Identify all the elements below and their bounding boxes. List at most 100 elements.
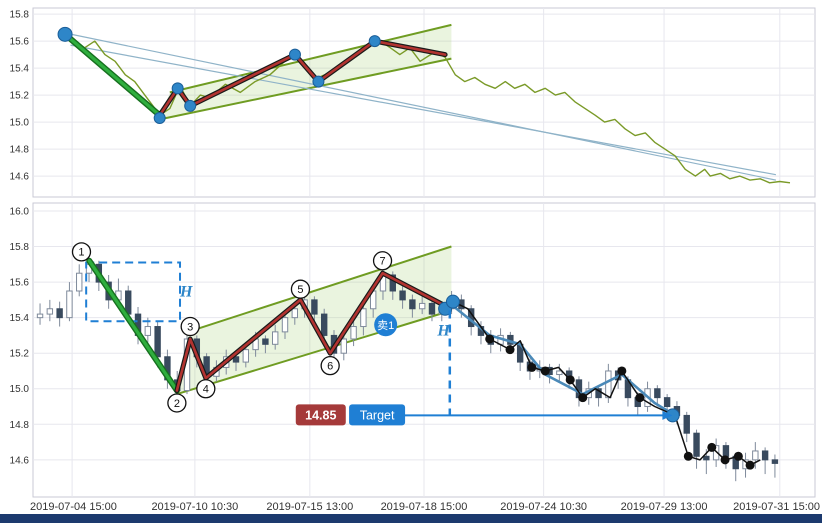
candle-body — [761, 450, 769, 461]
wave-number-7: 7 — [372, 251, 393, 271]
candle-body — [350, 326, 357, 340]
y-axis-tick-label: 15.4 — [10, 64, 30, 75]
y-axis-tick-label: 15.6 — [10, 278, 30, 289]
y-axis-tick-label: 14.8 — [10, 420, 30, 431]
candle-body — [262, 338, 269, 345]
candle-body — [320, 313, 328, 336]
target-label: Target — [349, 404, 406, 426]
pivot-dot — [368, 35, 381, 48]
wave-number-text: 3 — [187, 321, 193, 333]
candle-body — [663, 397, 671, 408]
wave-zigzag — [175, 271, 449, 392]
candle-body — [36, 313, 44, 319]
decline-pivot-dot — [578, 393, 588, 403]
decline-pivot-dot — [540, 366, 550, 376]
target-text: Target — [360, 408, 395, 422]
decline-pivot-dot — [733, 451, 743, 461]
y-axis-tick-label: 16.0 — [10, 206, 30, 217]
y-axis-tick-label: 14.8 — [10, 145, 30, 156]
y-axis-tick-label: 15.2 — [10, 91, 30, 102]
candle-body — [428, 302, 436, 315]
pivot-dot — [57, 26, 73, 42]
y-axis-tick-label: 15.8 — [10, 10, 30, 21]
candle-body — [340, 338, 347, 354]
pivot-dot — [184, 99, 197, 112]
decline-black-line — [449, 299, 761, 466]
pivot-dot — [171, 82, 184, 95]
target-price-box — [295, 404, 346, 426]
wave-number-circle — [167, 393, 187, 413]
candle-body — [418, 302, 426, 310]
y-axis-tick-label: 14.6 — [10, 172, 30, 183]
decline-pivot-dot — [505, 345, 515, 355]
wave-number-5: 5 — [290, 279, 311, 299]
channel-fill — [159, 24, 452, 120]
decline-blue-line — [448, 302, 676, 417]
candle-body — [272, 331, 279, 345]
x-axis-tick-label: 2019-07-18 15:00 — [381, 501, 468, 513]
decline-pivot-dot — [485, 334, 495, 344]
candle-body — [144, 326, 152, 336]
candle-body — [771, 459, 779, 464]
channel-upper-line — [169, 23, 452, 94]
candle-body — [56, 308, 63, 319]
decline-pivot-dot — [707, 442, 717, 452]
downtrend-line — [87, 259, 179, 393]
y-axis-tick-label: 15.8 — [10, 242, 30, 253]
decline-pivot-dot — [745, 460, 755, 470]
wave-number-text: 7 — [379, 256, 385, 268]
wave-number-circle — [180, 316, 200, 337]
wave-number-circle — [372, 251, 393, 271]
channel-lower-line — [176, 309, 452, 396]
y-axis-tick-label: 15.0 — [10, 384, 30, 395]
target-price-text: 14.85 — [305, 408, 336, 422]
sell-signal-badge[interactable]: 卖1 — [374, 313, 398, 337]
channel-upper-line — [187, 245, 452, 333]
candle-body — [242, 349, 250, 363]
target-box — [349, 404, 406, 426]
x-axis-tick-label: 2019-07-24 10:30 — [500, 501, 587, 513]
y-axis-tick-label: 14.6 — [10, 455, 30, 466]
decline-pivot-dot — [617, 366, 627, 376]
x-axis-tick-label: 2019-07-04 15:00 — [30, 501, 117, 513]
wave-number-text: 4 — [203, 384, 209, 396]
y-axis-tick-label: 15.4 — [10, 313, 30, 324]
wave-number-circle — [71, 242, 92, 262]
candle-body — [722, 445, 730, 457]
wave-number-3: 3 — [180, 316, 200, 337]
height-marker-label: H — [436, 322, 450, 339]
candle-body — [154, 326, 161, 358]
candle-body — [654, 388, 661, 399]
candle-body — [693, 432, 700, 457]
target-price-label: 14.85 — [295, 404, 346, 426]
y-axis-tick-label: 15.0 — [10, 118, 30, 129]
height-marker-label: H — [179, 283, 193, 300]
candle-body — [605, 370, 612, 399]
candle-body — [556, 370, 563, 376]
x-axis-tick-label: 2019-07-29 13:00 — [621, 501, 708, 513]
candle-body — [66, 290, 73, 319]
candle-body — [712, 445, 720, 461]
y-axis-tick-label: 15.2 — [10, 349, 30, 360]
pivot-dot — [288, 48, 301, 61]
candle-body — [281, 317, 289, 333]
decline-pivot-dot — [683, 451, 693, 461]
candle-body — [703, 455, 710, 461]
overview-panel: 15.8 15.6 15.4 15.2 15.0 14.8 14.6 — [10, 7, 816, 198]
sell-badge-text: 卖1 — [377, 319, 394, 332]
x-axis-tick-label: 2019-07-15 13:00 — [266, 501, 353, 513]
y-axis-tick-label: 15.6 — [10, 37, 30, 48]
wave-number-6: 6 — [320, 355, 340, 376]
x-axis-tick-label: 2019-07-10 10:30 — [151, 501, 238, 513]
wave-number-2: 2 — [167, 393, 187, 413]
candle-body — [311, 299, 318, 315]
candle-body — [76, 272, 83, 292]
candle-body — [409, 299, 416, 310]
target-arrowhead — [662, 410, 673, 420]
decline-pivot-dot — [635, 393, 645, 403]
wave-number-4: 4 — [196, 379, 216, 399]
candle-body — [595, 388, 602, 399]
x-axis-tick-label: 2019-07-31 15:00 — [733, 501, 820, 513]
